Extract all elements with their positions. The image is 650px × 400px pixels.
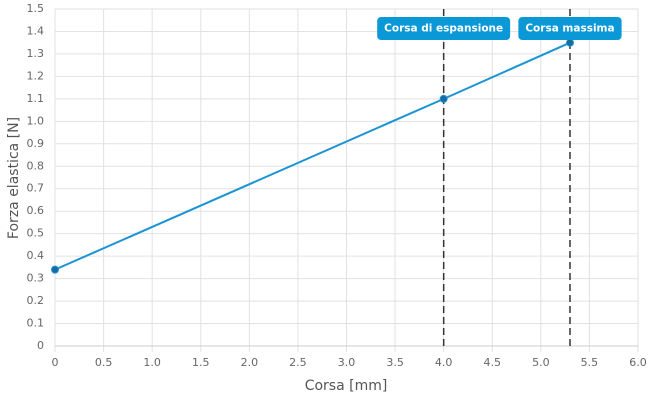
y-tick-label: 1.3 (27, 47, 45, 60)
annotation-label: Corsa di espansione (384, 23, 503, 35)
y-tick-label: 1.4 (27, 24, 45, 37)
x-tick-label: 5.0 (532, 356, 550, 369)
x-tick-label: 4.5 (484, 356, 502, 369)
y-tick-label: 0.3 (27, 272, 45, 285)
x-tick-label: 0.5 (95, 356, 113, 369)
x-tick-label: 3.5 (386, 356, 404, 369)
y-tick-label: 0.7 (27, 182, 45, 195)
x-tick-label: 6.0 (629, 356, 647, 369)
y-axis-title: Forza elastica [N] (6, 117, 22, 239)
y-tick-label: 1.0 (27, 114, 45, 127)
x-tick-label: 3.0 (338, 356, 356, 369)
y-tick-label: 1.1 (27, 92, 45, 105)
annotation-box (377, 17, 511, 40)
y-tick-label: 0.9 (27, 137, 45, 150)
x-tick-label: 1.5 (192, 356, 210, 369)
x-tick-label: 1.0 (143, 356, 161, 369)
x-tick-label: 2.0 (241, 356, 259, 369)
annotation-box (518, 17, 622, 40)
annotation-label: Corsa massima (525, 23, 614, 35)
point (51, 265, 59, 274)
y-tick-label: 0.1 (27, 317, 45, 330)
y-tick-label: 0 (37, 339, 44, 352)
y-tick-label: 0.4 (27, 249, 45, 262)
y-tick-label: 1.5 (27, 2, 45, 15)
x-tick-label: 2.5 (289, 356, 307, 369)
y-tick-label: 1.2 (27, 69, 45, 82)
point (439, 94, 448, 103)
x-tick-label: 4.0 (435, 356, 453, 369)
x-tick-label: 0 (52, 356, 59, 369)
y-tick-label: 0.8 (27, 159, 45, 172)
x-tick-label: 5.5 (581, 356, 599, 369)
point (565, 38, 574, 47)
x-axis-title: Corsa [mm] (305, 378, 388, 394)
y-tick-label: 0.2 (27, 294, 45, 307)
y-tick-label: 0.6 (27, 204, 45, 217)
y-tick-label: 0.5 (27, 227, 45, 240)
